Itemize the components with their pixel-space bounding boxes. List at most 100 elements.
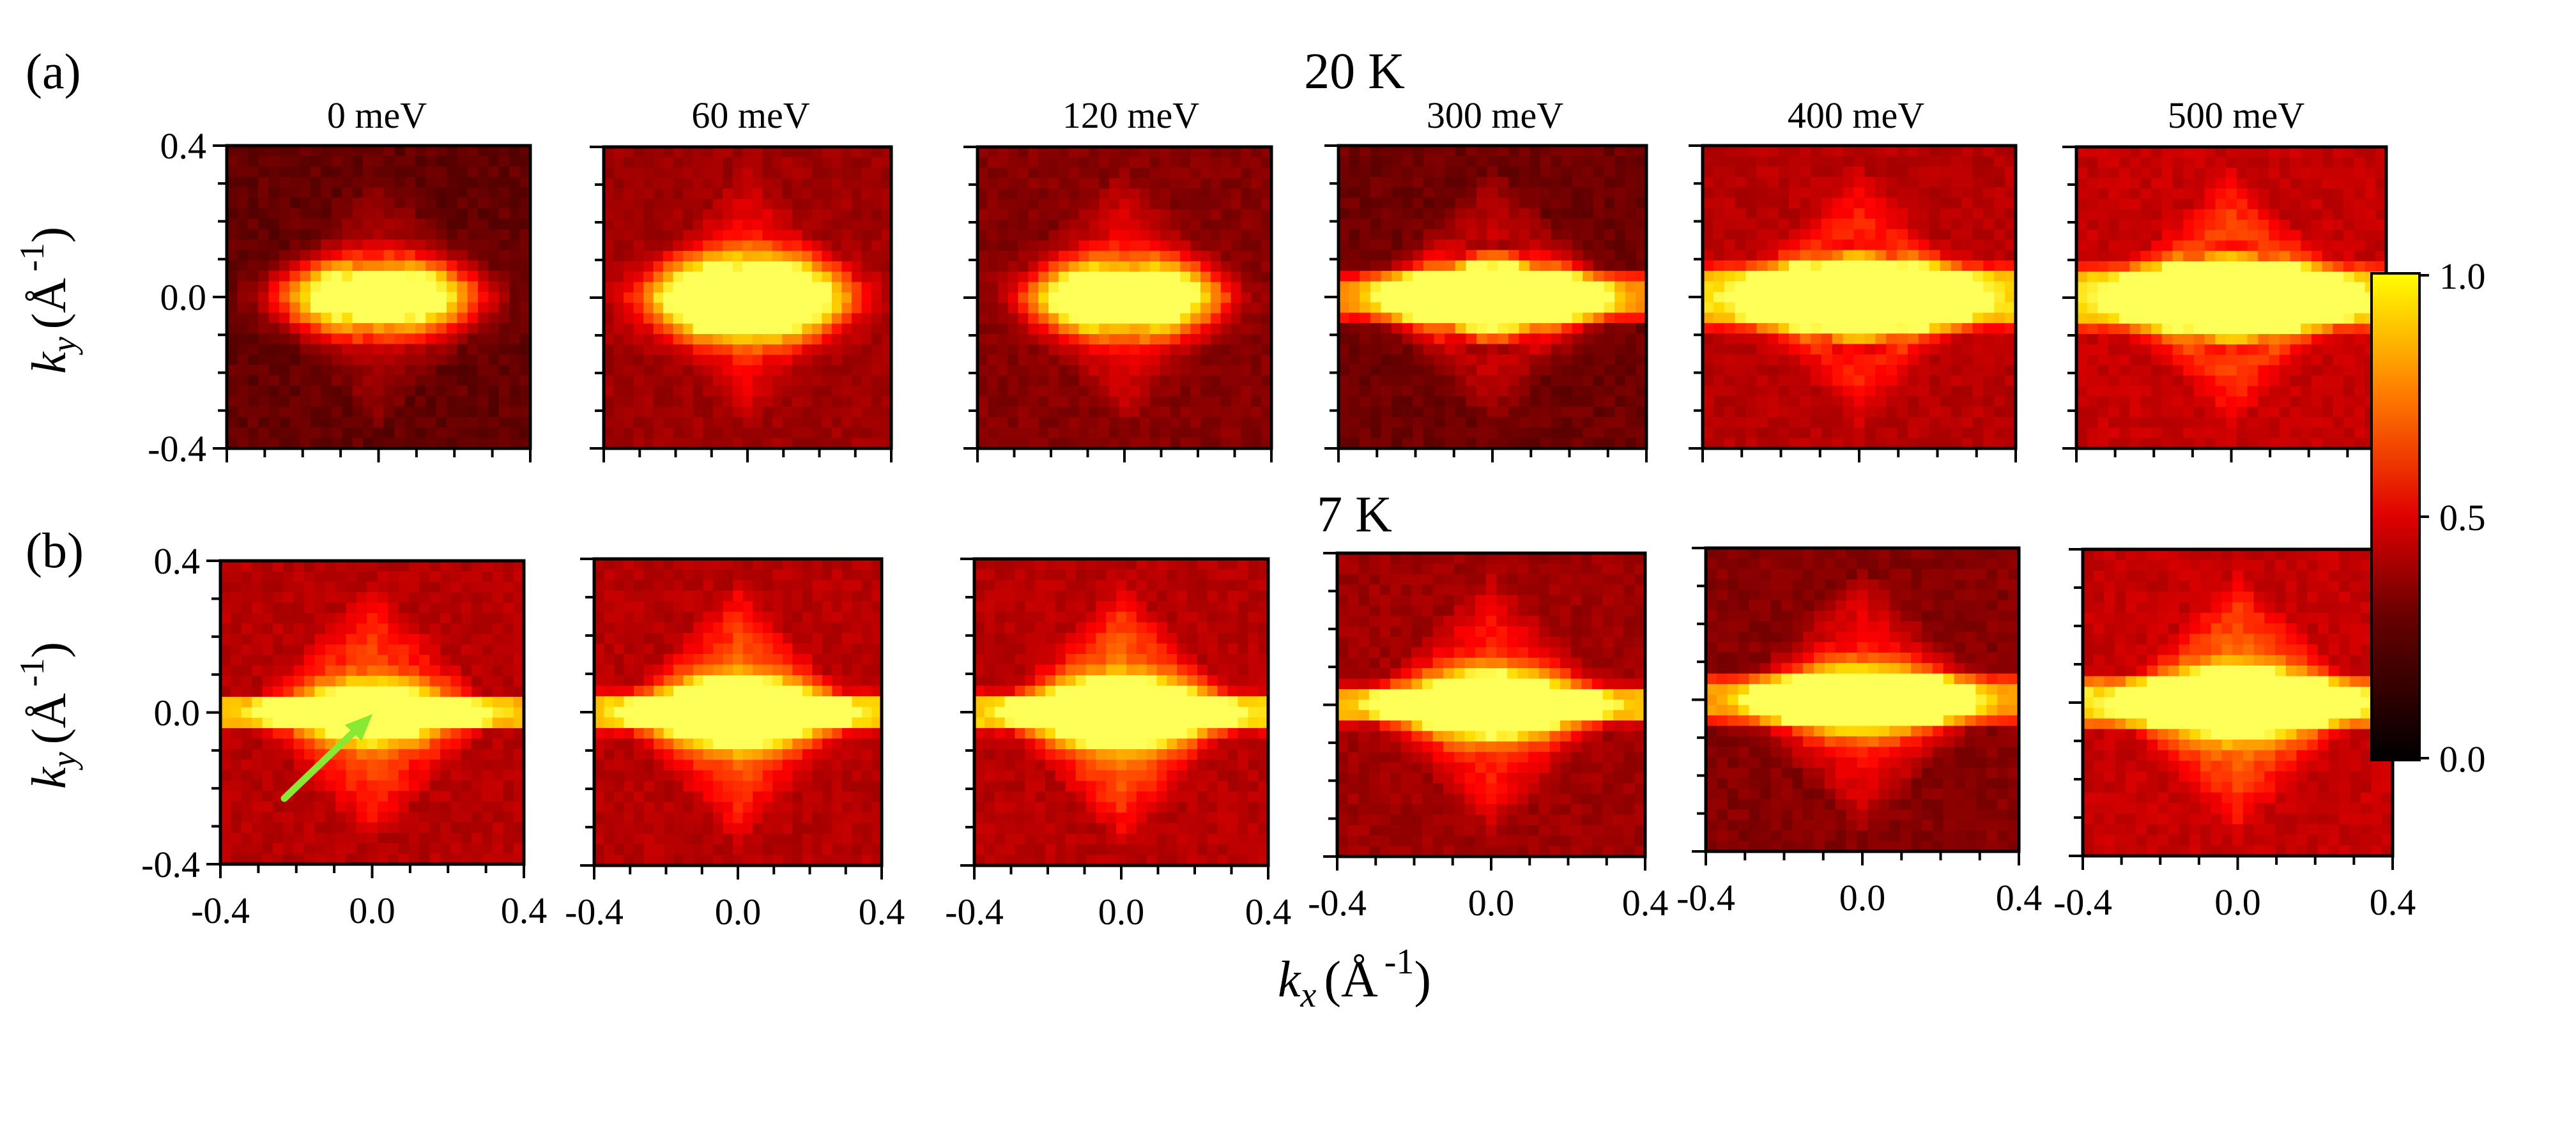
heatmap-cell <box>227 281 238 293</box>
heatmap-cell <box>752 396 763 408</box>
heatmap-cell <box>871 438 882 449</box>
heatmap-cell <box>732 376 743 386</box>
heatmap-cell <box>822 354 832 366</box>
heatmap-cell <box>1455 250 1467 261</box>
heatmap-cell <box>2129 396 2141 408</box>
heatmap-cell <box>831 178 843 189</box>
heatmap-cell <box>663 292 674 303</box>
heatmap-cell <box>1983 312 1995 324</box>
heatmap-cell <box>1636 218 1647 230</box>
heatmap-cell <box>1498 271 1509 282</box>
heatmap-cell <box>1139 230 1151 241</box>
heatmap-cell <box>1230 199 1242 210</box>
heatmap-cell <box>2279 157 2291 169</box>
heatmap-cell <box>1200 219 1211 231</box>
heatmap-cell <box>1251 250 1262 262</box>
heatmap-cell <box>782 333 793 345</box>
heatmap-cell <box>1625 197 1636 209</box>
heatmap-cell <box>633 240 644 252</box>
heatmap-cell <box>2279 417 2291 429</box>
heatmap-cell <box>802 271 813 283</box>
heatmap-cell <box>2258 427 2269 439</box>
heatmap-cell <box>498 166 510 178</box>
heatmap-cell <box>478 146 489 156</box>
heatmap-cell <box>1540 312 1552 324</box>
heatmap-cell <box>851 167 862 179</box>
heatmap-cell <box>258 146 270 156</box>
heatmap-cell <box>2172 282 2184 293</box>
heatmap-cell <box>1951 240 1963 251</box>
heatmap-cell <box>1028 333 1039 345</box>
heatmap-cell <box>643 167 654 179</box>
heatmap-cell <box>1028 250 1039 262</box>
heatmap-cell <box>1466 333 1477 345</box>
heatmap-cell <box>653 261 664 272</box>
heatmap-cell <box>1625 385 1636 397</box>
heatmap-cell <box>1778 291 1790 303</box>
heatmap-cell <box>1713 312 1725 324</box>
heatmap-cell <box>1636 291 1647 303</box>
heatmap-cell <box>383 375 395 386</box>
heatmap-cell <box>289 146 301 156</box>
heatmap-cell <box>1789 333 1800 345</box>
heatmap-cell <box>712 271 723 283</box>
heatmap-cell <box>352 302 364 314</box>
heatmap-cell <box>881 147 892 158</box>
heatmap-cell <box>851 354 862 366</box>
heatmap-cell <box>446 260 457 271</box>
heatmap-cell <box>841 147 852 158</box>
heatmap-cell <box>1251 240 1262 252</box>
heatmap-cell <box>342 427 353 439</box>
heatmap-cell <box>997 282 1009 293</box>
heatmap-cell <box>2119 147 2131 158</box>
heatmap-cell <box>1593 375 1605 386</box>
heatmap-cell <box>519 302 531 314</box>
heatmap-cell <box>383 406 395 418</box>
heatmap-cell <box>2258 303 2269 314</box>
heatmap-cell <box>1929 312 1941 324</box>
heatmap-cell <box>1149 396 1161 408</box>
heatmap-cell <box>1402 438 1413 449</box>
heatmap-cell <box>2076 354 2088 366</box>
heatmap-cell <box>752 344 763 356</box>
heatmap-cell <box>1540 385 1552 397</box>
heatmap-cell <box>822 417 832 429</box>
heatmap-cell <box>2129 438 2141 449</box>
heatmap-cell <box>1423 344 1435 355</box>
heatmap-cell <box>1572 291 1583 303</box>
heatmap-cell <box>1508 323 1520 334</box>
heatmap-cell <box>383 438 395 449</box>
heatmap-cell <box>352 218 364 230</box>
heatmap-cell <box>1961 375 1974 386</box>
heatmap-cell <box>792 396 802 408</box>
heatmap-cell <box>300 344 311 355</box>
heatmap-cell <box>1251 396 1262 408</box>
heatmap-cell <box>811 188 822 199</box>
heatmap-cell <box>1703 208 1714 220</box>
heatmap-cell <box>300 187 311 199</box>
heatmap-cell <box>1038 344 1049 356</box>
heatmap-cell <box>1241 438 1252 449</box>
heatmap-cell <box>1129 271 1140 283</box>
heatmap-cell <box>467 260 479 271</box>
heatmap-cell <box>1099 406 1110 418</box>
heatmap-cell <box>300 396 311 408</box>
heatmap-cell <box>1261 157 1272 169</box>
heatmap-cell <box>1119 344 1130 356</box>
heatmap-cell <box>1445 302 1456 314</box>
heatmap-cell <box>742 167 753 179</box>
heatmap-cell <box>2119 344 2131 356</box>
heatmap-cell <box>2108 188 2120 199</box>
heatmap-cell <box>881 292 892 303</box>
heatmap-cell <box>1864 281 1876 293</box>
heatmap-cell <box>2172 292 2184 303</box>
heatmap-cell <box>383 427 395 439</box>
heatmap-cell <box>1789 240 1800 251</box>
heatmap-cell <box>2161 406 2174 418</box>
heatmap-cell <box>1381 438 1392 449</box>
heatmap-cell <box>425 218 437 230</box>
heatmap-cell <box>643 261 654 272</box>
heatmap-cell <box>2119 438 2131 449</box>
heatmap-cell <box>1078 219 1090 231</box>
heatmap-cell <box>782 427 793 439</box>
